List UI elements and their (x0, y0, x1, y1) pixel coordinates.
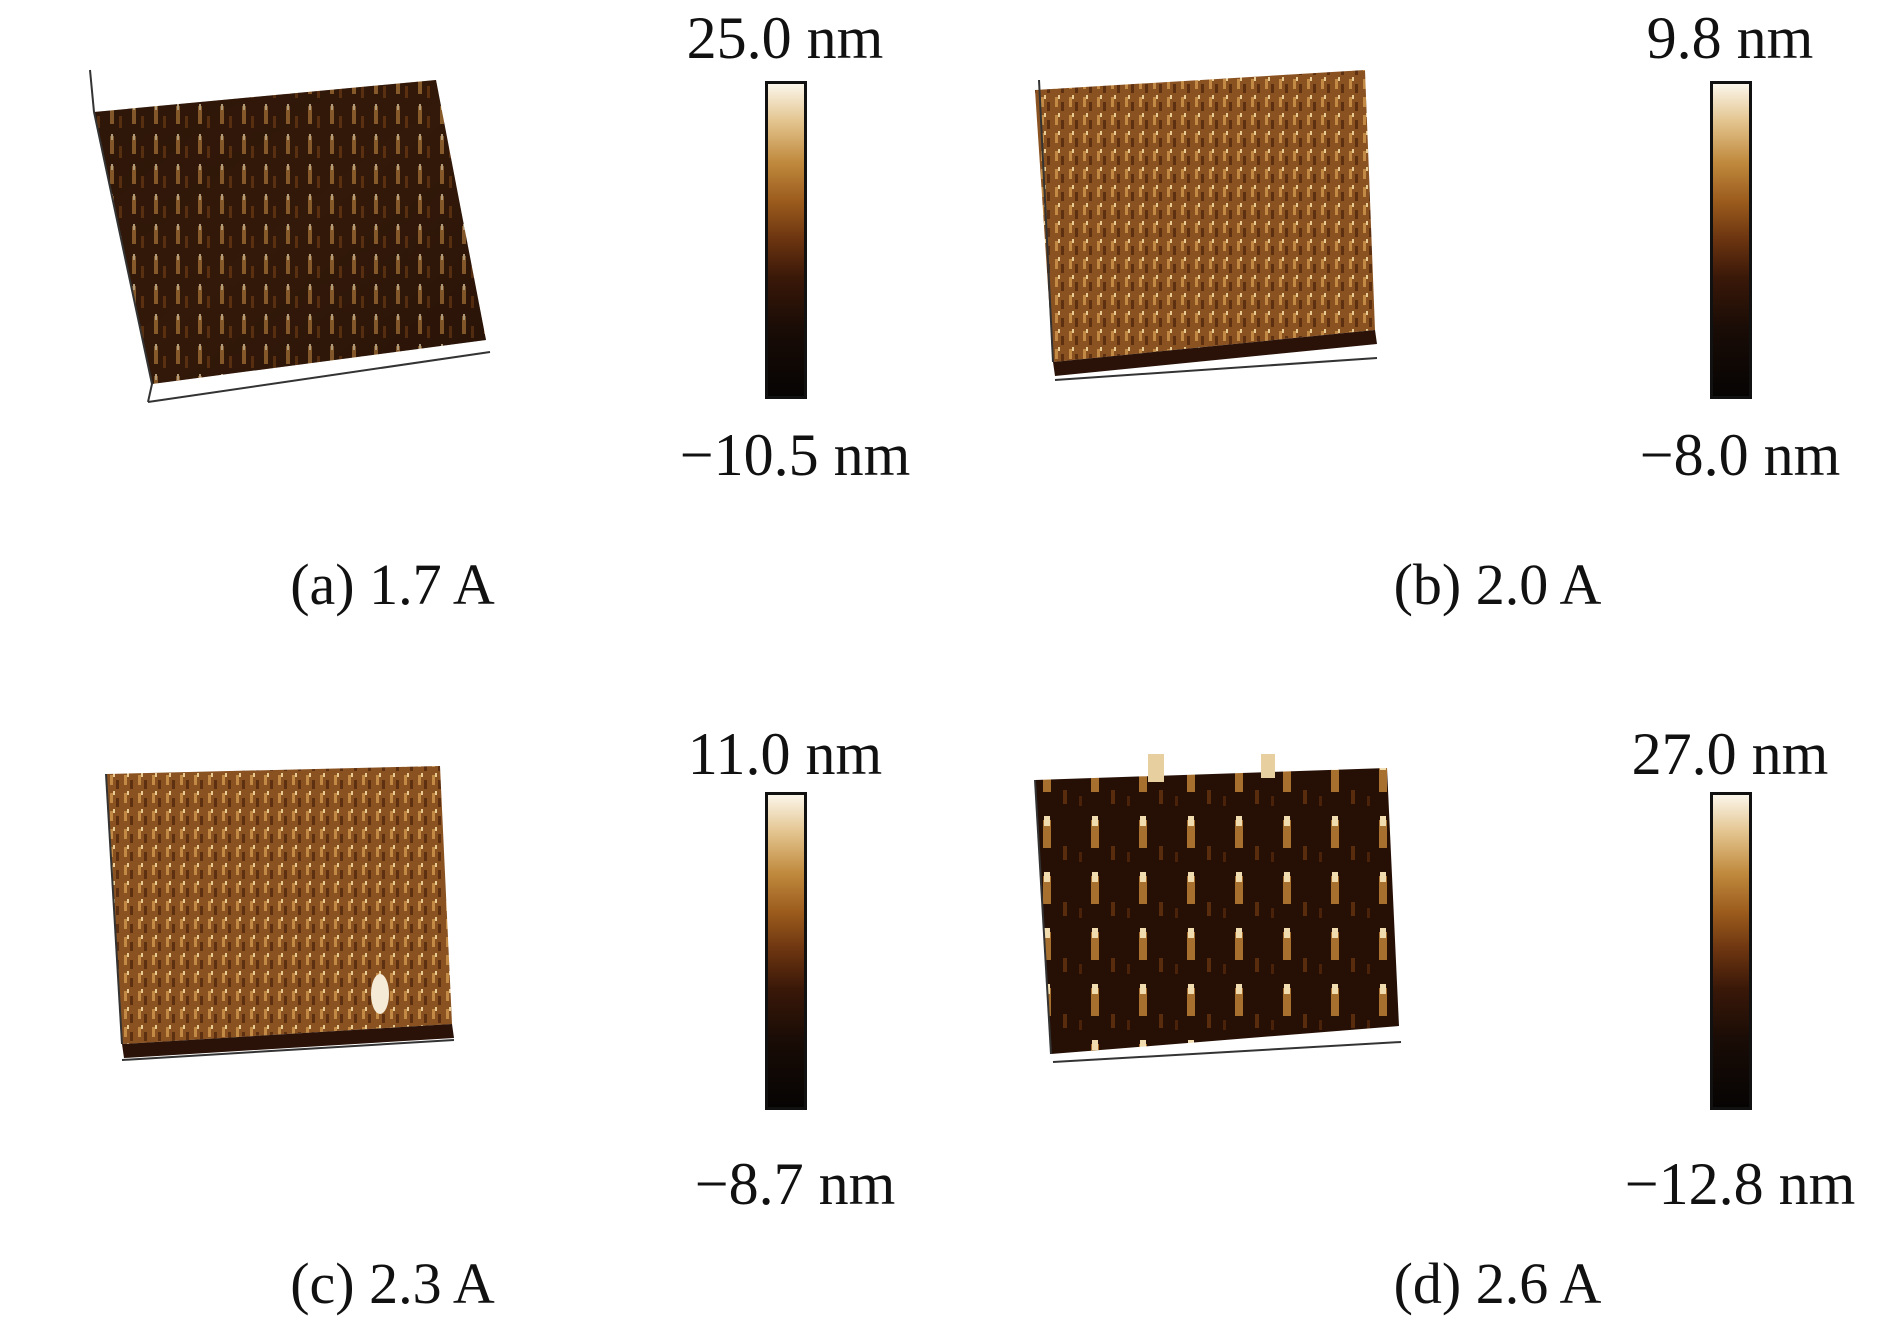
surface-d-plane (1035, 768, 1399, 1054)
panel-b: 9.8 nm −8.0 nm (b) 2.0 A (945, 0, 1890, 664)
colorbar-d (1710, 792, 1752, 1110)
panel-c: 11.0 nm −8.7 nm (c) 2.3 A (0, 664, 945, 1328)
afm-surface-d-svg (1034, 754, 1402, 1063)
scale-min-label-a: −10.5 nm (679, 422, 911, 488)
surface-c-plane (106, 766, 452, 1044)
scale-min-label-d: −12.8 nm (1624, 1151, 1856, 1217)
scale-min-label-b: −8.0 nm (1639, 422, 1841, 488)
afm-surface-a-svg (89, 69, 491, 403)
scale-max-label-d: 27.0 nm (1631, 721, 1829, 787)
caption-b: (b) 2.0 A (1393, 552, 1602, 617)
caption-d: (d) 2.6 A (1393, 1251, 1602, 1316)
afm-surface-c-svg (105, 766, 455, 1061)
scale-max-label-c: 11.0 nm (687, 721, 883, 787)
afm-surface-b-svg (1035, 70, 1378, 381)
scale-max-label-a: 25.0 nm (686, 5, 884, 71)
afm-surface-d (1025, 754, 1585, 1234)
colorbar-a (765, 81, 807, 399)
scale-max-label-b: 9.8 nm (1646, 5, 1814, 71)
afm-surface-b (1025, 40, 1585, 520)
colorbar-b (1710, 81, 1752, 399)
surface-b-plane (1035, 70, 1375, 362)
colorbar-c (765, 792, 807, 1110)
afm-surface-a (80, 40, 640, 520)
scale-min-label-c: −8.7 nm (694, 1151, 896, 1217)
caption-c: (c) 2.3 A (290, 1251, 495, 1316)
panel-d: 27.0 nm −12.8 nm (d) 2.6 A (945, 664, 1890, 1328)
afm-surface-c (80, 754, 640, 1234)
caption-a: (a) 1.7 A (290, 552, 495, 617)
panel-a: 25.0 nm −10.5 nm (a) 1.7 A (0, 0, 945, 664)
